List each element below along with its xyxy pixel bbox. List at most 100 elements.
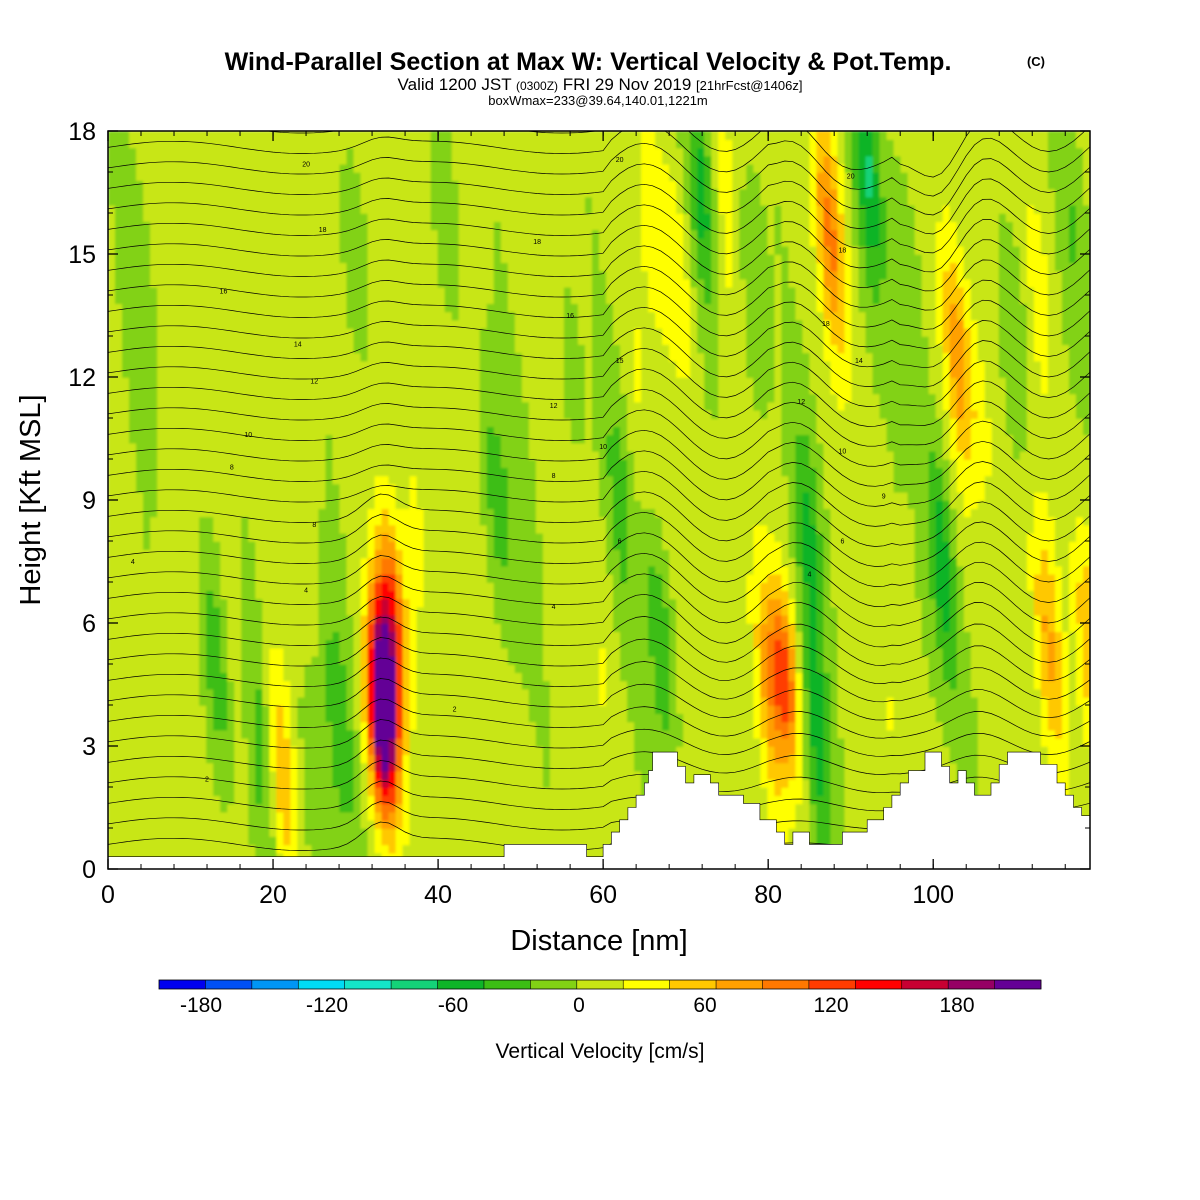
w-cell bbox=[150, 746, 158, 755]
w-cell bbox=[395, 688, 404, 698]
w-cell bbox=[788, 606, 797, 616]
w-cell bbox=[584, 664, 593, 673]
w-cell bbox=[234, 795, 243, 805]
w-cell bbox=[991, 737, 1000, 747]
w-cell bbox=[276, 778, 285, 788]
w-cell bbox=[444, 803, 453, 813]
w-cell bbox=[241, 664, 250, 673]
w-cell bbox=[430, 787, 439, 796]
w-cell bbox=[423, 606, 432, 616]
w-cell bbox=[823, 688, 832, 698]
w-cell bbox=[220, 606, 229, 616]
w-cell bbox=[1019, 696, 1028, 706]
w-cell bbox=[178, 606, 186, 616]
w-cell bbox=[514, 647, 523, 657]
w-cell bbox=[1026, 582, 1035, 591]
w-cell bbox=[599, 721, 607, 731]
w-cell bbox=[332, 639, 341, 649]
w-cell bbox=[234, 729, 243, 739]
w-cell bbox=[150, 647, 158, 657]
w-cell bbox=[227, 614, 236, 624]
w-cell bbox=[528, 770, 537, 780]
w-cell bbox=[136, 844, 144, 854]
w-cell bbox=[227, 647, 236, 657]
w-cell bbox=[823, 803, 832, 813]
w-cell bbox=[423, 762, 432, 772]
w-cell bbox=[914, 664, 923, 673]
w-cell bbox=[704, 639, 713, 649]
w-cell bbox=[795, 606, 804, 616]
w-cell bbox=[1054, 582, 1063, 591]
w-cell bbox=[535, 819, 544, 829]
w-cell bbox=[1061, 754, 1070, 764]
w-cell bbox=[535, 598, 544, 608]
w-cell bbox=[234, 770, 243, 780]
w-cell bbox=[634, 705, 642, 714]
w-cell bbox=[360, 811, 369, 821]
w-cell bbox=[549, 705, 558, 714]
w-cell bbox=[486, 639, 495, 649]
w-cell bbox=[872, 631, 881, 641]
w-cell bbox=[809, 631, 818, 641]
w-cell bbox=[753, 672, 762, 682]
w-cell bbox=[416, 680, 425, 690]
w-cell bbox=[865, 705, 874, 714]
w-cell bbox=[563, 688, 572, 698]
w-cell bbox=[711, 614, 720, 624]
w-cell bbox=[872, 614, 881, 624]
w-cell bbox=[528, 754, 537, 764]
w-cell bbox=[248, 770, 257, 780]
w-cell bbox=[970, 705, 979, 714]
w-cell bbox=[255, 713, 264, 723]
w-cell bbox=[893, 598, 902, 608]
w-cell bbox=[942, 705, 951, 714]
w-cell bbox=[171, 803, 179, 813]
w-cell bbox=[613, 713, 621, 723]
w-cell bbox=[935, 582, 944, 591]
w-cell bbox=[774, 778, 783, 788]
w-cell bbox=[171, 705, 179, 714]
w-cell bbox=[795, 655, 804, 665]
w-cell bbox=[837, 688, 846, 698]
w-cell bbox=[697, 590, 706, 600]
w-cell bbox=[276, 828, 285, 837]
w-cell bbox=[430, 672, 439, 682]
w-cell bbox=[556, 836, 565, 846]
w-cell bbox=[606, 787, 614, 796]
w-cell bbox=[683, 664, 691, 673]
w-cell bbox=[276, 696, 285, 706]
w-cell bbox=[535, 606, 544, 616]
w-cell bbox=[332, 590, 341, 600]
w-cell bbox=[325, 705, 334, 714]
w-cell bbox=[914, 680, 923, 690]
w-cell bbox=[795, 795, 804, 805]
w-cell bbox=[802, 787, 811, 796]
w-cell bbox=[248, 737, 257, 747]
w-cell bbox=[591, 655, 600, 665]
w-cell bbox=[1047, 598, 1056, 608]
w-cell bbox=[332, 803, 341, 813]
w-cell bbox=[143, 762, 151, 772]
w-cell bbox=[444, 688, 453, 698]
w-cell bbox=[528, 811, 537, 821]
w-cell bbox=[122, 655, 130, 665]
w-cell bbox=[788, 754, 797, 764]
w-cell bbox=[374, 573, 383, 583]
w-cell bbox=[360, 696, 369, 706]
w-cell bbox=[900, 655, 909, 665]
w-cell bbox=[507, 737, 516, 747]
w-cell bbox=[606, 770, 614, 780]
w-cell bbox=[479, 672, 488, 682]
w-cell bbox=[171, 746, 179, 755]
w-cell bbox=[1019, 688, 1028, 698]
w-cell bbox=[977, 647, 986, 657]
w-cell bbox=[395, 606, 404, 616]
w-cell bbox=[1068, 664, 1077, 673]
w-cell bbox=[851, 705, 860, 714]
w-cell bbox=[108, 664, 116, 673]
w-cell bbox=[402, 672, 411, 682]
w-cell bbox=[1061, 647, 1070, 657]
w-cell bbox=[304, 737, 313, 747]
w-cell bbox=[634, 754, 642, 764]
w-cell bbox=[367, 729, 376, 739]
